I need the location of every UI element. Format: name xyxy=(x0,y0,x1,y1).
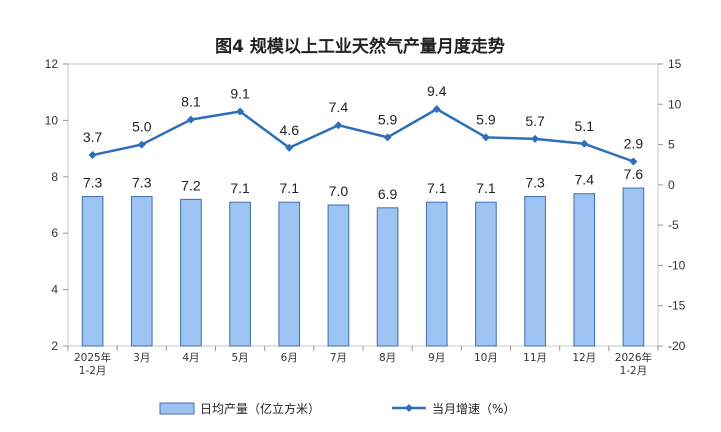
bar-data-label: 7.2 xyxy=(181,177,201,193)
legend-bar-label: 日均产量（亿立方米） xyxy=(200,401,320,416)
line-series: 3.7 5.0 8.1 9.1 4.6 7.4 5.9 9.4 5.9 5.7 5.1 2.9 xyxy=(83,83,644,166)
line-data-label: 5.9 xyxy=(476,111,496,127)
line-point xyxy=(383,133,392,142)
line-data-label: 5.9 xyxy=(378,111,398,127)
y-right-tick-label: 10 xyxy=(668,97,682,111)
legend-line-marker xyxy=(405,404,413,412)
line-data-label: 7.4 xyxy=(329,99,349,115)
plot-frame xyxy=(67,63,659,347)
line-data-label: 5.0 xyxy=(132,119,152,135)
bar-data-label: 6.9 xyxy=(378,186,398,202)
line-data-label: 9.4 xyxy=(427,83,447,99)
series-line xyxy=(92,107,634,163)
bar xyxy=(475,201,497,347)
x-tick-label: 5月 xyxy=(231,352,248,364)
bar xyxy=(229,201,251,347)
bar-data-label: 7.1 xyxy=(230,180,250,196)
bar xyxy=(573,193,596,347)
line-data-label: 9.1 xyxy=(230,86,250,102)
bar-data-label: 7.1 xyxy=(427,180,447,196)
bar xyxy=(425,201,448,347)
bar xyxy=(524,196,546,347)
x-tick-label: 7月 xyxy=(330,352,347,364)
bar xyxy=(81,196,104,347)
bar-data-label: 7.3 xyxy=(525,175,545,191)
x-tick-label: 3月 xyxy=(133,352,150,364)
line-point xyxy=(531,134,540,143)
line-data-label: 8.1 xyxy=(181,94,201,110)
y-right-tick-label: -5 xyxy=(668,218,679,232)
bar-data-label: 7.6 xyxy=(624,166,644,182)
bar-data-label: 7.3 xyxy=(83,175,103,191)
y-left-tick-label: 2 xyxy=(51,339,58,353)
y-left-tick-label: 8 xyxy=(51,170,58,184)
bar-data-label: 7.4 xyxy=(575,172,595,188)
line-point xyxy=(236,107,245,116)
y-right-tick-label: -15 xyxy=(668,299,686,313)
line-data-label: 5.1 xyxy=(575,118,595,134)
bar xyxy=(130,196,153,347)
line-data-label: 5.7 xyxy=(525,113,545,129)
line-point xyxy=(88,151,97,160)
line-point xyxy=(580,139,589,148)
x-tick-label: 6月 xyxy=(281,352,298,364)
legend: 日均产量（亿立方米） 当月增速（%） xyxy=(159,401,515,416)
x-tick-label: 4月 xyxy=(182,352,199,364)
legend-bar-swatch xyxy=(159,402,195,415)
axes: 2 4 6 8 10 12 -20 -15 -10 -5 0 5 10 15 2025年 1-2月 3月 4月 5月… xyxy=(45,57,686,377)
x-tick-label: 9月 xyxy=(428,352,445,364)
line-point xyxy=(481,133,490,142)
x-tick-label: 2025年 1-2月 xyxy=(74,351,111,377)
line-point xyxy=(285,143,294,152)
y-right-tick-label: -20 xyxy=(668,339,686,353)
x-tick-label: 8月 xyxy=(379,352,396,364)
bar-data-label: 7.1 xyxy=(280,180,300,196)
line-data-label: 4.6 xyxy=(280,122,300,138)
bar xyxy=(622,187,645,347)
line-point xyxy=(137,140,146,149)
y-left-tick-label: 10 xyxy=(45,113,59,127)
bar xyxy=(180,198,202,347)
x-tick-label: 11月 xyxy=(523,352,547,364)
y-left-tick-label: 6 xyxy=(51,226,58,240)
x-tick-label: 10月 xyxy=(474,352,498,364)
bar xyxy=(278,201,301,347)
y-right-tick-label: 15 xyxy=(668,57,682,71)
bar-series: 7.3 7.3 7.2 7.1 7.1 7.0 6.9 7.1 7.1 7.3 7.4 7.6 xyxy=(81,166,645,347)
line-point xyxy=(629,157,638,166)
x-tick-label: 2026年 1-2月 xyxy=(615,351,652,377)
bar-data-label: 7.0 xyxy=(329,183,349,199)
x-tick-label: 12月 xyxy=(572,352,596,364)
line-point xyxy=(186,115,195,124)
y-right-tick-label: 5 xyxy=(668,138,675,152)
bar xyxy=(327,204,350,347)
bar xyxy=(376,207,399,347)
legend-line-label: 当月增速（%） xyxy=(432,402,515,416)
bar-data-label: 7.1 xyxy=(476,180,496,196)
bar-data-label: 7.3 xyxy=(132,175,152,191)
line-point xyxy=(432,105,441,114)
line-data-label: 3.7 xyxy=(83,129,103,145)
y-left-tick-label: 4 xyxy=(51,283,58,297)
y-right-tick-label: 0 xyxy=(668,178,675,192)
y-left-tick-label: 12 xyxy=(45,57,59,71)
line-point xyxy=(334,121,343,130)
line-data-label: 2.9 xyxy=(624,135,644,151)
chart-title: 图4 规模以上工业天然气产量月度走势 xyxy=(215,36,505,57)
y-right-tick-label: -10 xyxy=(668,258,686,272)
